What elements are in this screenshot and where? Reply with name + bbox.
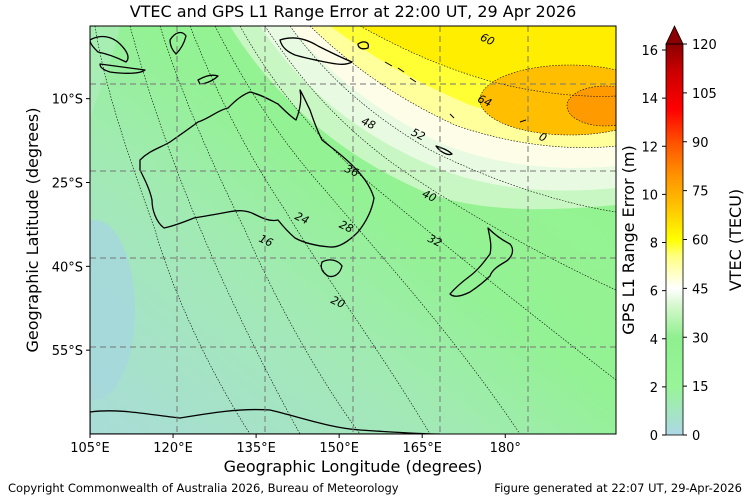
contour-label: 52 [409,126,427,144]
contour-line [129,26,301,434]
colorbar: 0 2 4 6 8 10 12 14 16 0 15 30 45 60 75 90 105 120 [641,25,717,444]
new-guinea-coastline [279,37,353,65]
antarctica-coastline [90,408,441,434]
y-tick-label: 25°S [52,176,83,191]
range-tick-label: 2 [650,381,658,396]
contour-line [214,26,521,434]
vanuatu-islands [384,61,417,83]
vtec-peak [567,86,616,126]
range-tick-label: 4 [650,333,658,348]
contour-line [264,26,616,291]
y-axis-ticks: 10°S 25°S 40°S 55°S [52,93,90,359]
vtec-tick-label: 45 [692,282,709,297]
vtec-tick-label: 75 [692,185,709,200]
y-tick-label: 10°S [52,93,83,108]
x-axis-label: Geographic Longitude (degrees) [224,457,483,476]
northwest-band [90,26,120,120]
tasmania-coastline [320,259,343,278]
vtec-ticks: 0 15 30 45 60 75 90 105 120 [683,38,717,444]
vtec-map: 60 64 0 52 48 40 36 32 28 24 16 20 [90,26,616,434]
contour-label: 28 [337,218,355,236]
contour-lines [94,26,616,434]
contour-line [309,26,616,148]
range-tick-label: 0 [650,429,658,444]
sulawesi-coastline [169,31,187,55]
low-vtec-region [90,220,135,400]
x-tick-label: 150°E [319,441,359,456]
borneo-coastline [90,35,129,63]
x-tick-label: 180° [490,441,521,456]
range-tick-label: 14 [641,92,658,107]
contour-line [479,64,616,136]
colorbar-extend-arrow [665,25,684,45]
contour-line [566,85,616,127]
vtec-tick-label: 90 [692,136,709,151]
range-error-ticks: 0 2 4 6 8 10 12 14 16 [641,44,666,444]
x-tick-label: 105°E [70,441,110,456]
new-zealand-coastline [449,227,514,297]
x-axis-ticks: 105°E 120°E 135°E 150°E 165°E 180° [70,434,521,456]
range-tick-label: 6 [650,285,658,300]
contour-line [94,26,251,434]
figure-title: VTEC and GPS L1 Range Error at 22:00 UT,… [130,2,577,21]
vtec-axis-label: VTEC (TECU) [726,189,745,291]
range-tick-label: 12 [641,140,658,155]
island-chains [384,61,527,123]
solomon-islands-coastline [357,41,370,50]
map-gridlines [90,26,616,434]
contour-label: 36 [343,162,361,180]
australia-coastline [139,89,375,248]
vtec-tick-label: 15 [692,380,709,395]
vtec-tick-label: 120 [692,38,717,53]
contour-label: 40 [420,187,438,205]
copyright-text: Copyright Commonwealth of Australia 2026… [8,481,399,495]
contour-label: 60 [478,31,496,49]
java-coastline [99,63,146,74]
contour-line [159,26,361,434]
contour-label: 48 [359,115,377,133]
contour-line [359,26,616,97]
y-axis-label: Geographic Latitude (degrees) [23,107,42,352]
contour-label: 24 [293,210,311,228]
contour-labels: 60 64 0 52 48 40 36 32 28 24 16 20 [257,31,549,311]
contour-line [189,26,431,434]
range-tick-label: 10 [641,188,658,203]
fiji-islands [449,113,527,123]
contour-label: 64 [476,92,494,110]
x-tick-label: 120°E [153,441,193,456]
contour-label: 20 [329,293,347,311]
vtec-tick-label: 105 [692,87,717,102]
range-tick-label: 8 [650,237,658,252]
y-tick-label: 40°S [52,260,83,275]
vtec-tick-label: 30 [692,331,709,346]
map-frame [89,25,617,435]
x-tick-label: 135°E [236,441,276,456]
vtec-tick-label: 0 [692,429,700,444]
generated-timestamp: Figure generated at 22:07 UT, 29-Apr-202… [494,481,742,495]
range-tick-label: 16 [641,44,658,59]
colorbar-fill [666,44,683,435]
contour-label: 32 [426,232,444,250]
contour-label: 16 [257,232,275,250]
range-error-axis-label: GPS L1 Range Error (m) [619,145,638,334]
x-tick-label: 165°E [402,441,442,456]
vtec-tick-label: 60 [692,234,709,249]
contour-label: 0 [537,130,549,145]
contour-line [289,26,616,213]
contour-line [239,26,616,381]
y-tick-label: 55°S [52,344,83,359]
